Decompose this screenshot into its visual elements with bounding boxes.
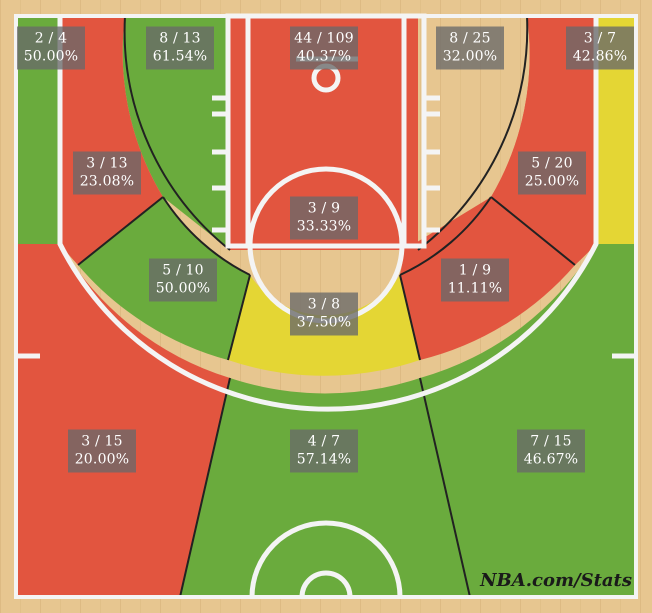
- zone-border: [227, 274, 251, 361]
- zone-top-key-three: [180, 378, 470, 597]
- zone-right-short-midrange: [491, 16, 596, 265]
- zone-label-top-key-midrange: 3 / 8 37.50%: [290, 292, 358, 336]
- zone-percentage: 46.67%: [523, 451, 579, 468]
- zone-percentage: 40.37%: [296, 48, 352, 65]
- zone-made-attempts: 3 / 9: [307, 200, 341, 217]
- zone-right-corner-three: [596, 16, 636, 244]
- zone-border: [123, 15, 231, 251]
- zone-label-left-corner-three: 2 / 4 50.00%: [17, 26, 85, 70]
- zone-border: [399, 274, 421, 361]
- zone-label-right-baseline-midrange: 8 / 25 32.00%: [436, 26, 504, 70]
- zone-border: [179, 377, 231, 598]
- zone-made-attempts: 8 / 25: [449, 30, 491, 47]
- zone-made-attempts: 5 / 10: [162, 262, 204, 279]
- paint-inner: [245, 13, 407, 249]
- zone-made-attempts: 44 / 109: [294, 30, 354, 47]
- zone-percentage: 50.00%: [155, 280, 211, 297]
- zone-percentage: 37.50%: [296, 314, 352, 331]
- zone-made-attempts: 3 / 7: [583, 30, 617, 47]
- zone-percentage: 61.54%: [152, 48, 208, 65]
- three-point-line: [57, 16, 599, 412]
- zone-label-left-baseline-midrange: 8 / 13 61.54%: [146, 26, 214, 70]
- zone-left-corner-three: [16, 16, 60, 244]
- zone-made-attempts: 4 / 7: [307, 433, 341, 450]
- zone-percentage: 50.00%: [23, 48, 79, 65]
- zone-right-wing-three: [420, 244, 636, 597]
- zone-label-paint-non-ra: 3 / 9 33.33%: [290, 196, 358, 240]
- zone-left-wing-three: [16, 244, 230, 597]
- zone-label-left-wing-three: 3 / 15 20.00%: [68, 429, 136, 473]
- zone-made-attempts: 3 / 8: [307, 296, 341, 313]
- zone-label-right-wing-midrange: 1 / 9 11.11%: [441, 258, 509, 302]
- zone-left-baseline-midrange: [60, 16, 230, 250]
- zone-label-right-corner-three: 3 / 7 42.86%: [566, 26, 634, 70]
- zone-percentage: 32.00%: [442, 48, 498, 65]
- zone-made-attempts: 3 / 15: [81, 433, 123, 450]
- zone-border: [490, 196, 576, 266]
- zone-made-attempts: 2 / 4: [34, 30, 68, 47]
- zone-label-left-short-midrange: 3 / 13 23.08%: [73, 151, 141, 195]
- zone-borders: [77, 15, 576, 598]
- zone-label-right-short-midrange: 5 / 20 25.00%: [518, 151, 586, 195]
- zone-made-attempts: 7 / 15: [530, 433, 572, 450]
- zone-border: [417, 15, 529, 251]
- zone-border: [77, 196, 164, 266]
- zone-made-attempts: 3 / 13: [86, 155, 128, 172]
- zone-percentage: 20.00%: [74, 451, 130, 468]
- zone-label-restricted-area: 44 / 109 40.37%: [290, 26, 358, 70]
- center-circle-inner: [299, 570, 353, 598]
- zone-border: [162, 196, 251, 276]
- zone-percentage: 57.14%: [296, 451, 352, 468]
- zone-made-attempts: 1 / 9: [458, 262, 492, 279]
- zone-made-attempts: 5 / 20: [531, 155, 573, 172]
- zone-percentage: 25.00%: [524, 173, 580, 190]
- watermark: NBA.com/Stats: [480, 570, 632, 591]
- zone-label-left-wing-midrange: 5 / 10 50.00%: [149, 258, 217, 302]
- center-circle-outer: [249, 520, 403, 598]
- zone-made-attempts: 8 / 13: [159, 30, 201, 47]
- zone-left-short-midrange: [60, 16, 163, 265]
- zone-border: [399, 196, 492, 276]
- zone-label-right-wing-three: 7 / 15 46.67%: [517, 429, 585, 473]
- zone-percentage: 42.86%: [572, 48, 628, 65]
- zone-percentage: 33.33%: [296, 218, 352, 235]
- zone-percentage: 23.08%: [79, 173, 135, 190]
- zone-border: [419, 377, 471, 598]
- zone-percentage: 11.11%: [447, 280, 503, 297]
- zone-label-top-key-three: 4 / 7 57.14%: [290, 429, 358, 473]
